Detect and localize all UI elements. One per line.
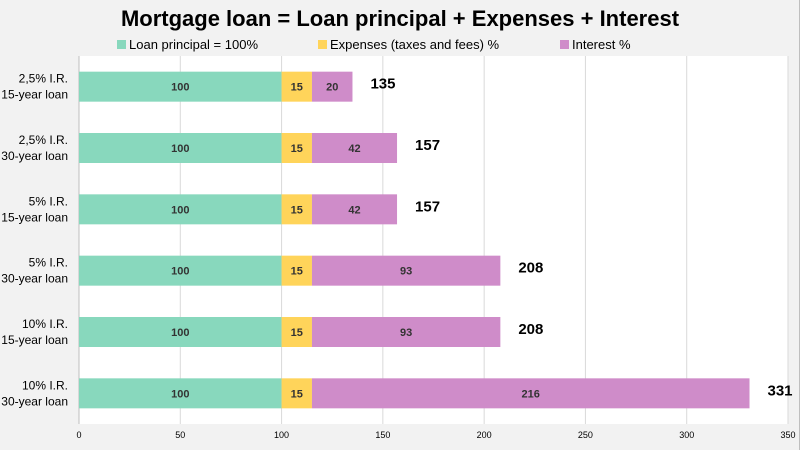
category-label: 10% I.R. — [22, 378, 68, 392]
category-label: 10% I.R. — [22, 317, 68, 331]
x-tick-label: 50 — [175, 430, 185, 440]
total-label: 135 — [370, 76, 395, 93]
category-label: 30-year loan — [1, 394, 68, 408]
bar-segment — [281, 378, 312, 409]
category-label: 30-year loan — [1, 272, 68, 286]
x-tick-label: 300 — [679, 430, 694, 440]
bar-segment — [281, 255, 312, 286]
data-label: 42 — [348, 204, 360, 216]
data-label: 93 — [400, 266, 412, 278]
bar-segment — [79, 71, 282, 102]
data-label: 15 — [291, 204, 303, 216]
plot-area — [79, 56, 788, 424]
legend-swatch — [560, 40, 569, 49]
bar-segment — [281, 133, 312, 163]
data-label: 15 — [291, 82, 303, 94]
data-label: 100 — [171, 327, 189, 339]
bar-segment — [281, 194, 312, 225]
bar-segment — [281, 317, 312, 347]
bar-segment — [79, 378, 282, 409]
x-tick-label: 200 — [477, 430, 492, 440]
legend-swatch — [117, 40, 126, 49]
data-label: 15 — [291, 143, 303, 155]
bar-segment — [311, 378, 750, 409]
category-label: 5% I.R. — [29, 256, 68, 270]
category-label: 15-year loan — [1, 210, 68, 224]
x-tick-label: 0 — [76, 430, 81, 440]
data-label: 100 — [171, 143, 189, 155]
category-label: 30-year loan — [1, 149, 68, 163]
total-label: 157 — [415, 137, 440, 154]
x-tick-label: 100 — [274, 430, 289, 440]
data-label: 15 — [291, 327, 303, 339]
legend-entry: Interest % — [572, 37, 631, 52]
data-label: 42 — [348, 143, 360, 155]
legend-entry: Loan principal = 100% — [129, 37, 258, 52]
total-label: 208 — [518, 321, 543, 338]
data-label: 100 — [171, 204, 189, 216]
bar-segment — [311, 71, 353, 102]
data-label: 93 — [400, 327, 412, 339]
category-label: 15-year loan — [1, 88, 68, 102]
bar-segment — [79, 194, 282, 225]
legend-swatch — [318, 40, 327, 49]
total-label: 208 — [518, 260, 543, 277]
data-label: 15 — [291, 266, 303, 278]
bar-segment — [281, 71, 312, 102]
bar-segment — [311, 317, 501, 347]
x-tick-label: 150 — [375, 430, 390, 440]
chart-title: Mortgage loan = Loan principal + Expense… — [120, 6, 680, 31]
data-label: 20 — [326, 82, 338, 94]
legend-entry: Expenses (taxes and fees) % — [330, 37, 500, 52]
category-label: 5% I.R. — [29, 194, 68, 208]
total-label: 331 — [768, 382, 793, 399]
bar-segment — [311, 133, 398, 163]
bar-segment — [79, 317, 282, 347]
total-label: 157 — [415, 198, 440, 215]
data-label: 100 — [171, 266, 189, 278]
bar-segment — [311, 255, 501, 286]
category-label: 2,5% I.R. — [19, 133, 68, 147]
category-label: 2,5% I.R. — [19, 72, 68, 86]
bar-segment — [79, 255, 282, 286]
data-label: 100 — [171, 388, 189, 400]
data-label: 15 — [291, 388, 303, 400]
data-label: 100 — [171, 82, 189, 94]
bar-segment — [311, 194, 398, 225]
data-label: 216 — [522, 388, 540, 400]
bar-segment — [79, 133, 282, 163]
x-tick-label: 250 — [578, 430, 593, 440]
x-tick-label: 350 — [780, 430, 795, 440]
category-label: 15-year loan — [1, 333, 68, 347]
